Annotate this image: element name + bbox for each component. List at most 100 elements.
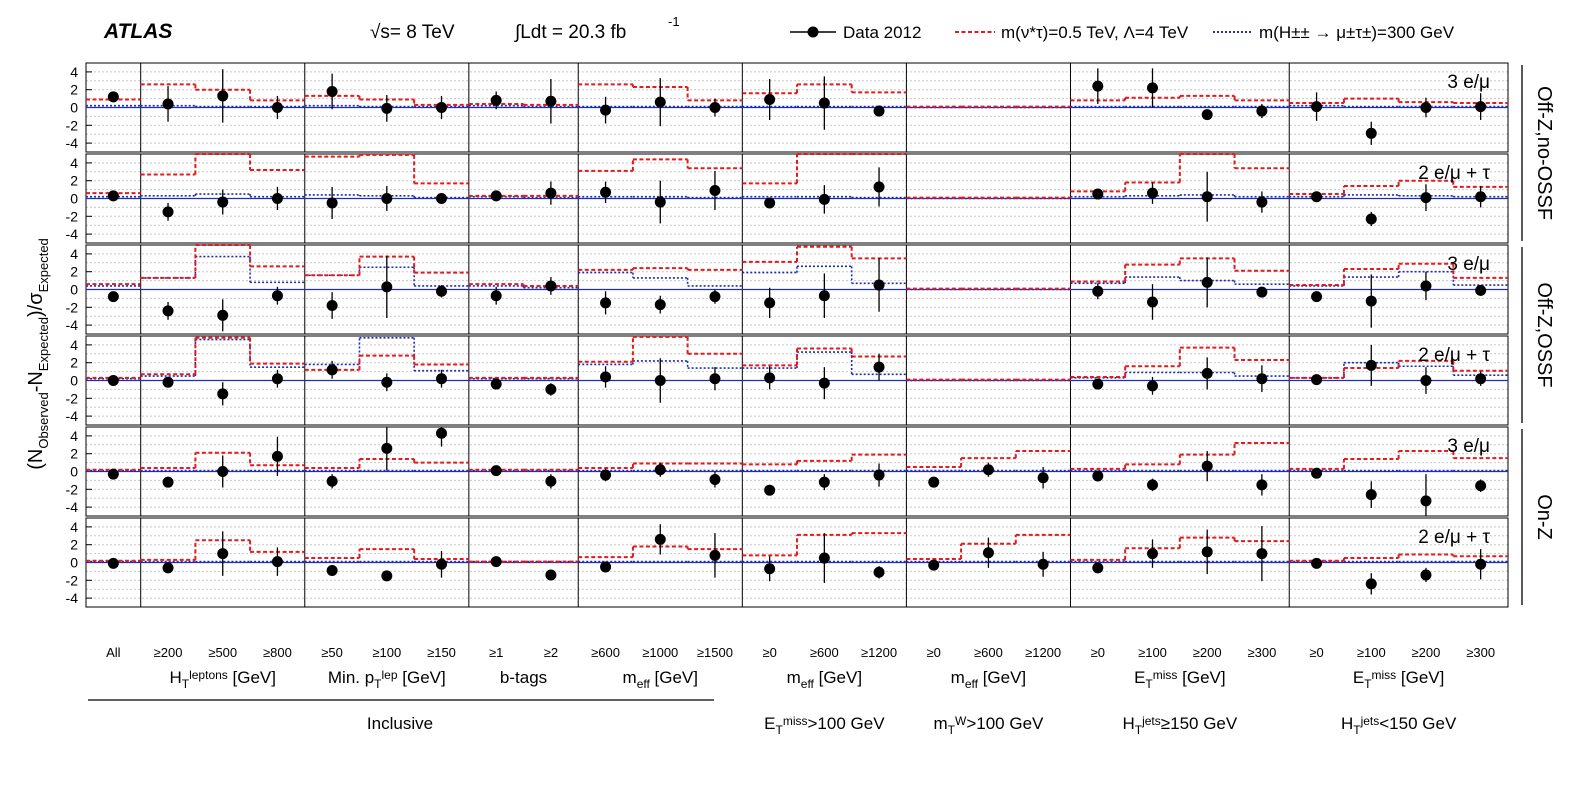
x-group-title: meff [GeV] [623,668,698,691]
category-label: ETmiss>100 GeV [764,714,885,737]
data-point [873,279,885,291]
data-point [1365,578,1377,590]
data-point [1475,101,1487,113]
data-point [107,190,119,202]
data-point [271,102,283,113]
data-point [1365,489,1377,501]
x-tick-label: ≥800 [263,645,292,660]
row-group-labels: Off-Z,no-OSSF Off-Z,OSSF On-Z [1521,65,1555,605]
data-point [271,193,283,204]
data-point [1256,373,1268,385]
y-tick-label: 0 [70,464,78,480]
data-point [162,476,174,488]
data-point [709,373,721,385]
data-point [1147,548,1158,560]
x-tick-label: ≥600 [974,645,1003,660]
energy-label: √s= 8 TeV [370,22,455,43]
x-tick-label: ≥1 [489,645,503,660]
row-group-label: Off-Z,no-OSSF [1533,86,1555,220]
data-point [928,476,940,488]
data-point [1256,196,1268,208]
data-point [818,193,830,205]
data-point [1475,373,1487,385]
data-point [764,297,776,309]
data-point [490,190,502,202]
data-point [1092,80,1104,92]
data-point [1092,285,1104,297]
data-point [600,371,612,383]
data-point [873,181,885,193]
experiment-label: ATLAS [103,20,172,43]
data-point [764,93,776,105]
y-tick-label: 0 [70,100,78,116]
data-point [654,375,666,386]
x-group-title: meff [GeV] [787,668,862,691]
data-point [1037,472,1049,484]
x-tick-label: ≥1200 [861,645,897,660]
data-point [1475,480,1487,492]
data-point [1201,109,1213,121]
y-tick-label: 4 [70,246,78,262]
data-point [545,187,557,199]
data-point [271,450,283,462]
panel-label: 2 e/μ + τ [1418,527,1490,548]
data-point [107,91,119,103]
data-point [1201,276,1213,288]
y-tick-label: -2 [66,299,79,315]
x-tick-label: ≥200 [1412,645,1441,660]
data-point [873,566,885,578]
data-point [1420,280,1432,292]
data-point [1201,367,1213,379]
data-point [1147,380,1158,392]
y-tick-label: -2 [66,572,79,588]
data-point [1475,284,1487,296]
panel-row-4: 4 2 0-2 -4 2 e/μ + τ [66,335,1509,426]
data-point [107,291,119,303]
data-point [1256,479,1268,491]
data-point [818,377,830,389]
data-point [600,104,612,116]
data-point [709,184,721,196]
data-point [326,565,338,577]
data-point [490,290,502,302]
data-point [217,548,229,560]
data-point [381,102,393,114]
y-axis-title: (NObserved-NExpected)/σExpected [25,238,51,470]
y-tick-label: 2 [70,537,78,553]
data-point [654,96,666,108]
y-tick-label: -4 [66,590,79,606]
data-point [1201,460,1213,472]
data-point [1092,470,1104,482]
y-tick-label: -2 [66,117,79,133]
x-group-title: b-tags [500,668,547,687]
data-point [1420,495,1432,507]
lumi-exponent: -1 [668,14,680,29]
data-point [326,197,338,209]
data-point [1420,192,1432,204]
x-tick-label: ≥200 [154,645,183,660]
data-point [1311,101,1323,113]
x-tick-label: ≥0 [1091,645,1105,660]
data-point [217,309,229,321]
data-point [436,285,447,297]
data-point [1475,558,1487,570]
data-point [107,375,119,386]
data-point [1092,188,1104,200]
y-tick-label: 0 [70,373,78,389]
y-tick-label: -4 [66,499,79,515]
panel-label: 3 e/μ [1447,72,1490,93]
y-tick-label: -4 [66,408,79,424]
data-point [326,85,338,97]
data-point [654,299,666,311]
data-point [1311,557,1323,569]
y-tick-label: -4 [66,226,79,242]
panel-label: 2 e/μ + τ [1418,163,1490,184]
data-point [1311,374,1323,386]
data-point [271,290,283,302]
panel-label: 3 e/μ [1447,254,1490,275]
data-point [490,94,502,106]
row-group-label: On-Z [1533,494,1555,540]
panel-label: 3 e/μ [1447,436,1490,457]
data-point [764,563,776,575]
